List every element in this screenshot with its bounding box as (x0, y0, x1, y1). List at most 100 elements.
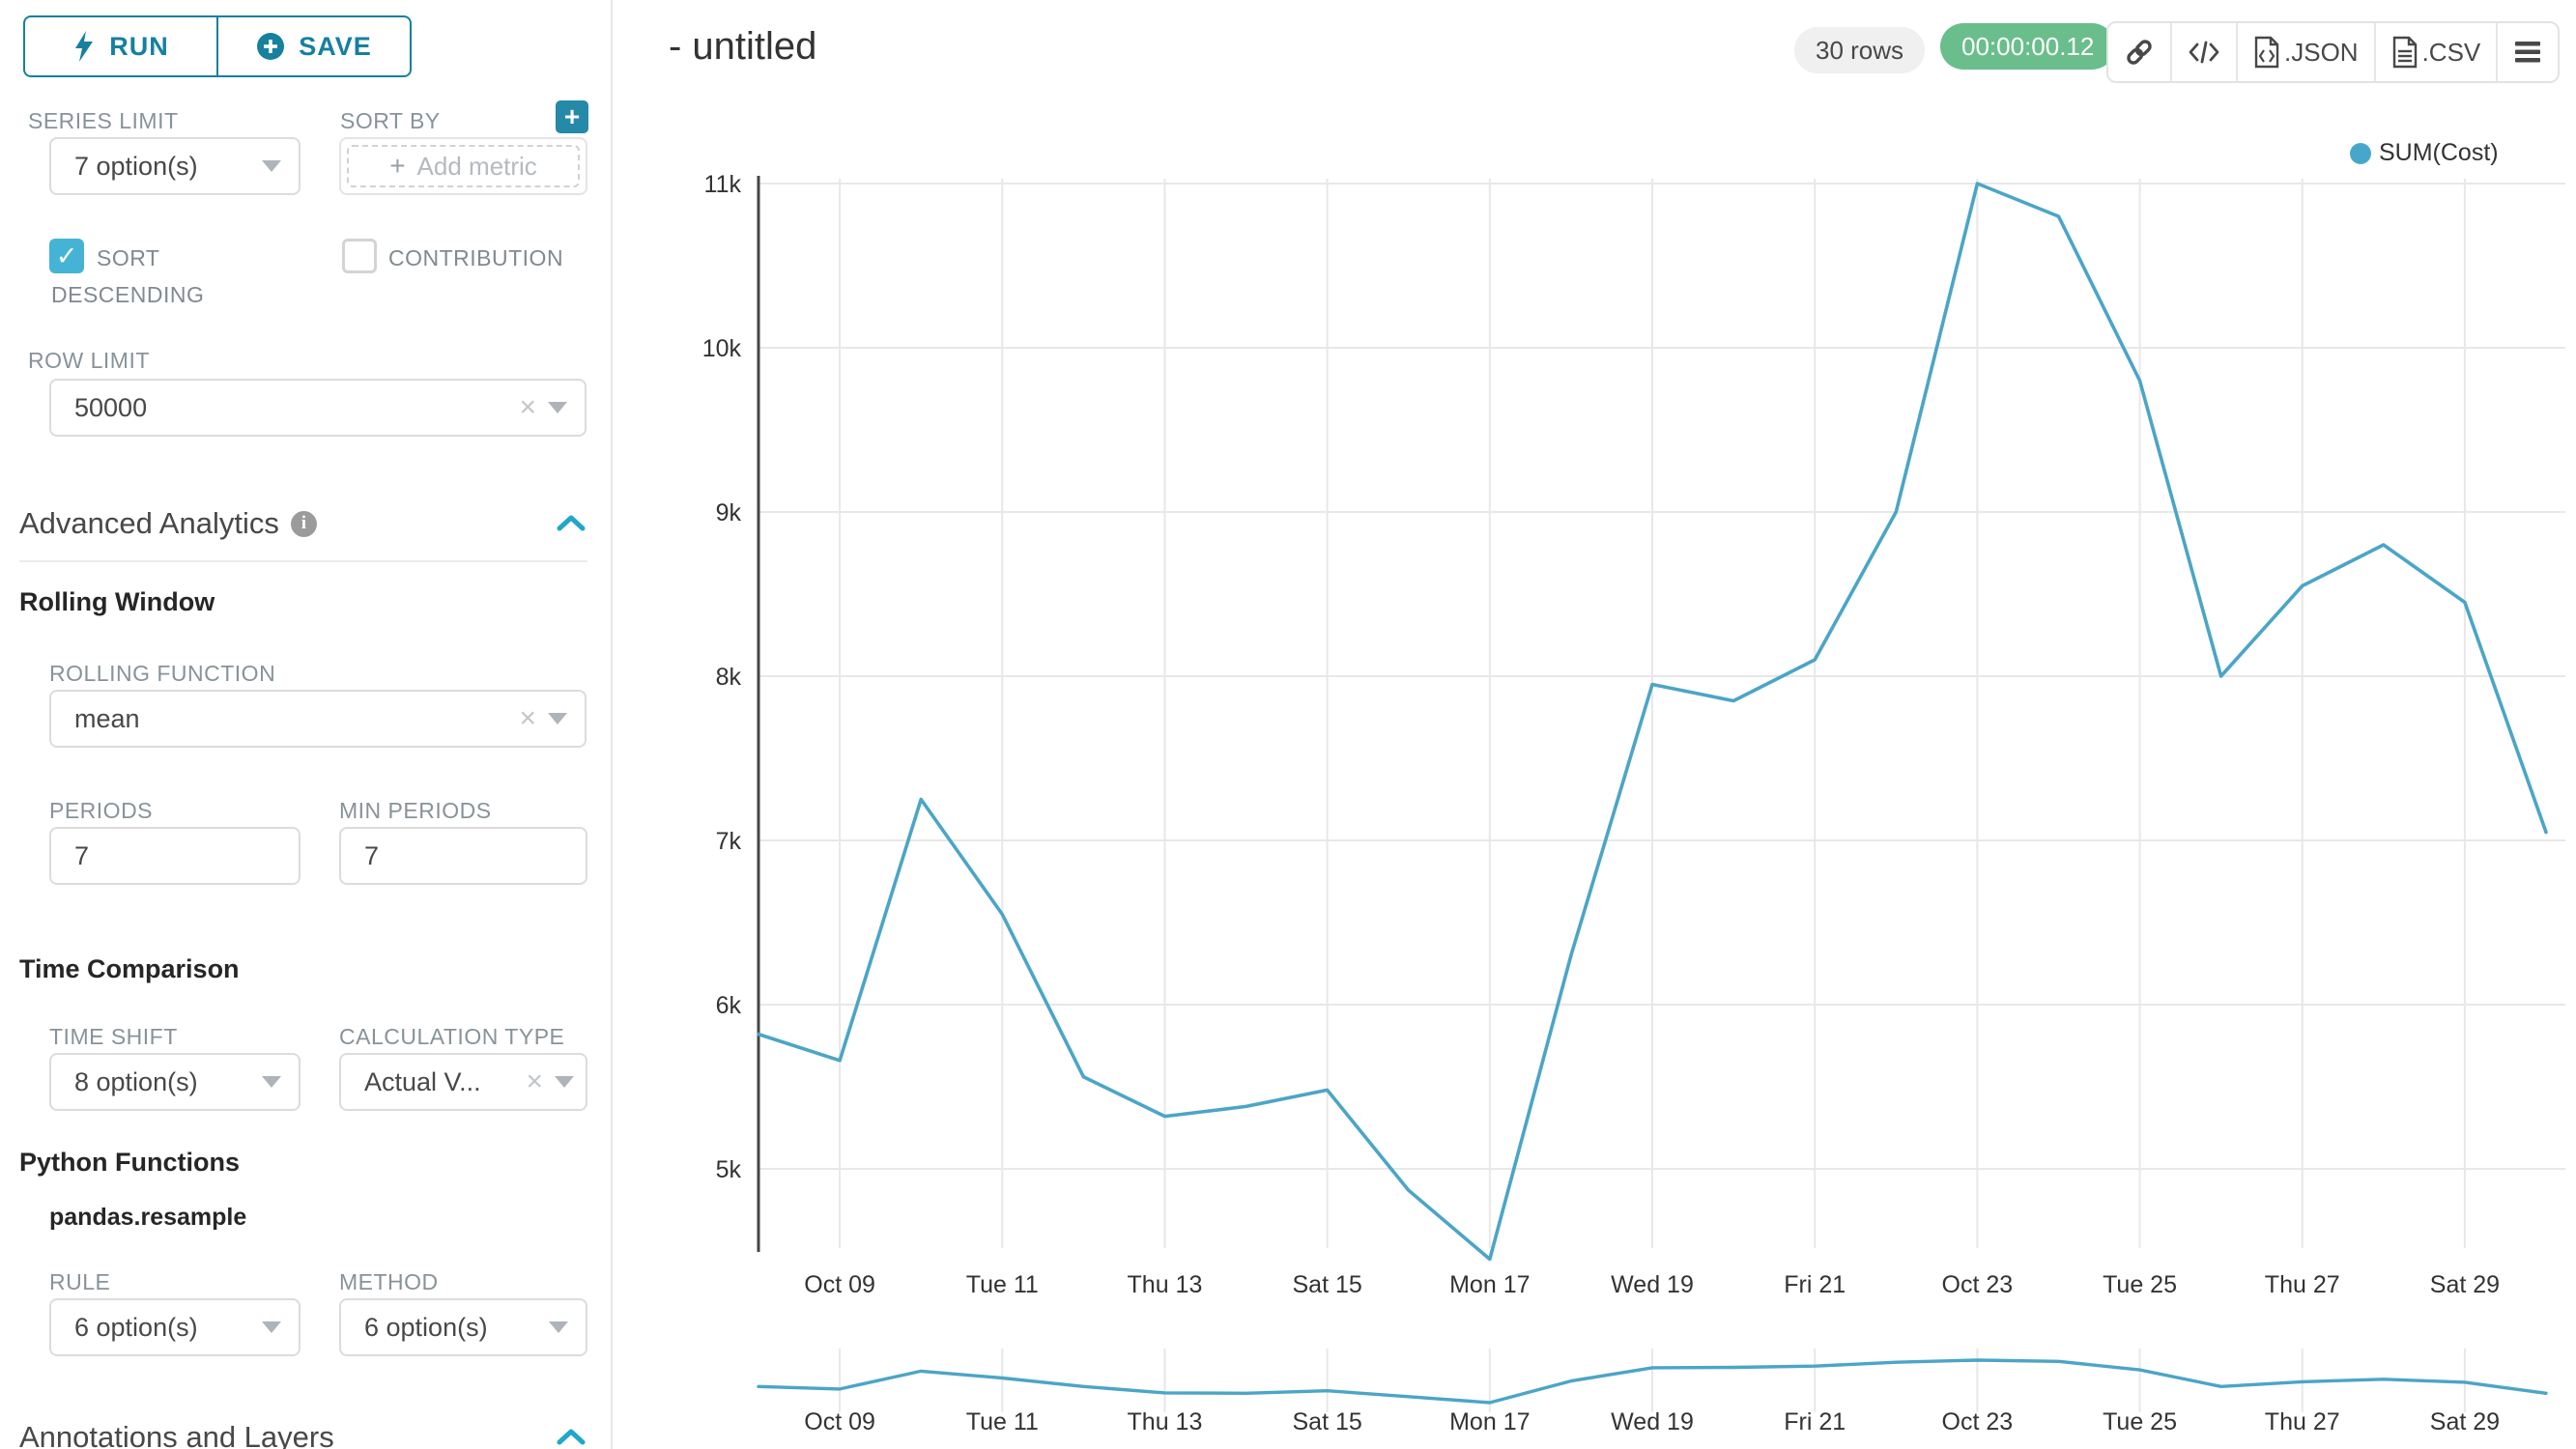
legend-series-dot (2350, 142, 2371, 164)
save-button-label: SAVE (299, 31, 372, 61)
mini-x-tick-label: Mon 17 (1449, 1408, 1530, 1435)
y-tick-label: 5k (716, 1156, 742, 1183)
add-metric-placeholder: Add metric (416, 151, 537, 181)
copy-link-button[interactable] (2108, 23, 2170, 81)
datazoom-preview-line[interactable] (757, 1358, 2548, 1405)
row-limit-select[interactable]: 50000 × (49, 379, 587, 437)
chevron-down-icon (555, 1076, 574, 1088)
query-timer-text: 00:00:00.12 (1961, 31, 2095, 61)
x-tick-label: Mon 17 (1449, 1271, 1530, 1298)
mini-x-tick-label: Oct 09 (804, 1408, 875, 1435)
min-periods-input[interactable]: 7 (339, 827, 587, 885)
save-button[interactable]: SAVE (216, 17, 410, 75)
y-tick-label: 8k (716, 664, 742, 691)
series-limit-value: 7 option(s) (74, 151, 198, 181)
series-limit-select[interactable]: 7 option(s) (49, 137, 301, 195)
mini-x-tick-label: Fri 21 (1784, 1408, 1846, 1435)
rolling-window-title: Rolling Window (19, 587, 215, 616)
run-button-label: RUN (109, 31, 169, 61)
collapse-chevron-icon[interactable] (557, 1428, 586, 1445)
mini-x-tick-label: Oct 23 (1942, 1408, 2014, 1435)
csv-file-icon (2392, 36, 2417, 69)
chevron-down-icon (548, 713, 567, 724)
sort-descending-label-line1: SORT (97, 245, 160, 270)
calculation-type-select[interactable]: Actual V... × (339, 1053, 587, 1111)
method-label: METHOD (339, 1269, 439, 1294)
advanced-analytics-header[interactable]: Advanced Analytics i (19, 506, 317, 541)
periods-input[interactable]: 7 (49, 827, 301, 885)
clear-icon[interactable]: × (519, 702, 536, 734)
chevron-down-icon (548, 402, 567, 413)
query-timer-badge: 00:00:00.12 (1940, 23, 2116, 70)
calculation-type-value: Actual V... (364, 1066, 481, 1096)
periods-label: PERIODS (49, 798, 154, 823)
more-options-button[interactable] (2496, 23, 2558, 81)
sort-descending-label-line2: DESCENDING (51, 282, 205, 307)
rule-value: 6 option(s) (74, 1312, 198, 1342)
rows-count-badge: 30 rows (1794, 27, 1926, 73)
legend-item[interactable]: SUM(Cost) (2350, 139, 2499, 167)
chevron-down-icon (262, 1076, 281, 1088)
embed-code-button[interactable] (2170, 23, 2236, 81)
control-panel-sidebar: RUN SAVE SERIES LIMIT SORT BY + 7 option… (0, 0, 613, 1449)
series-line-sum-cost[interactable] (757, 182, 2548, 1262)
rule-label: RULE (49, 1269, 111, 1294)
method-select[interactable]: 6 option(s) (339, 1298, 587, 1356)
x-tick-label: Tue 25 (2103, 1271, 2177, 1298)
mini-x-tick-label: Tue 11 (966, 1408, 1039, 1435)
method-value: 6 option(s) (364, 1312, 488, 1342)
hamburger-menu-icon (2515, 42, 2541, 63)
export-csv-button[interactable]: .CSV (2373, 23, 2497, 81)
x-tick-label: Thu 13 (1128, 1271, 1203, 1298)
calculation-type-label: CALCULATION TYPE (339, 1024, 565, 1049)
x-tick-label: Oct 23 (1942, 1271, 2014, 1298)
contribution-checkbox[interactable] (342, 239, 377, 273)
chart-title[interactable]: - untitled (669, 25, 817, 68)
y-tick-label: 6k (716, 992, 742, 1019)
time-comparison-title: Time Comparison (19, 954, 240, 983)
export-json-button[interactable]: .JSON (2236, 23, 2374, 81)
rolling-function-select[interactable]: mean × (49, 690, 587, 748)
y-tick-label: 7k (716, 828, 742, 855)
min-periods-value: 7 (364, 840, 380, 870)
time-shift-value: 8 option(s) (74, 1066, 198, 1096)
collapse-chevron-icon[interactable] (557, 514, 586, 531)
series-limit-label: SERIES LIMIT (28, 108, 179, 133)
min-periods-label: MIN PERIODS (339, 798, 492, 823)
time-shift-select[interactable]: 8 option(s) (49, 1053, 301, 1111)
x-tick-label: Thu 27 (2265, 1271, 2340, 1298)
rolling-function-value: mean (74, 703, 140, 733)
chevron-down-icon (262, 160, 281, 172)
plus-circle-icon (257, 33, 285, 60)
add-sort-metric-button[interactable]: + (556, 100, 588, 133)
code-icon (2189, 41, 2219, 64)
run-button[interactable]: RUN (25, 17, 216, 75)
clear-icon[interactable]: × (519, 391, 536, 423)
sort-by-add-metric[interactable]: + Add metric (339, 137, 587, 195)
json-file-icon (2254, 36, 2279, 69)
x-tick-label: Sat 15 (1292, 1271, 1361, 1298)
chevron-down-icon (262, 1321, 281, 1333)
run-save-button-group: RUN SAVE (23, 15, 412, 77)
export-csv-label: .CSV (2421, 37, 2481, 67)
chevron-down-icon (549, 1321, 568, 1333)
header-actions-group: .JSON .CSV (2106, 21, 2561, 83)
mini-x-tick-label: Wed 19 (1611, 1408, 1694, 1435)
sort-by-label: SORT BY (340, 108, 441, 133)
x-tick-label: Tue 11 (966, 1271, 1039, 1298)
legend-series-label: SUM(Cost) (2379, 139, 2499, 166)
rule-select[interactable]: 6 option(s) (49, 1298, 301, 1356)
x-tick-label: Wed 19 (1611, 1271, 1694, 1298)
export-json-label: .JSON (2284, 37, 2359, 67)
rolling-function-label: ROLLING FUNCTION (49, 661, 276, 686)
mini-x-tick-label: Sat 29 (2430, 1408, 2500, 1435)
contribution-label: CONTRIBUTION (388, 245, 564, 270)
lightning-icon (75, 31, 94, 62)
clear-icon[interactable]: × (526, 1065, 543, 1097)
annotations-layers-header[interactable]: Annotations and Layers (19, 1420, 334, 1449)
advanced-analytics-title: Advanced Analytics (19, 506, 279, 540)
sort-descending-checkbox[interactable]: ✓ (49, 239, 84, 273)
section-divider (19, 560, 587, 562)
